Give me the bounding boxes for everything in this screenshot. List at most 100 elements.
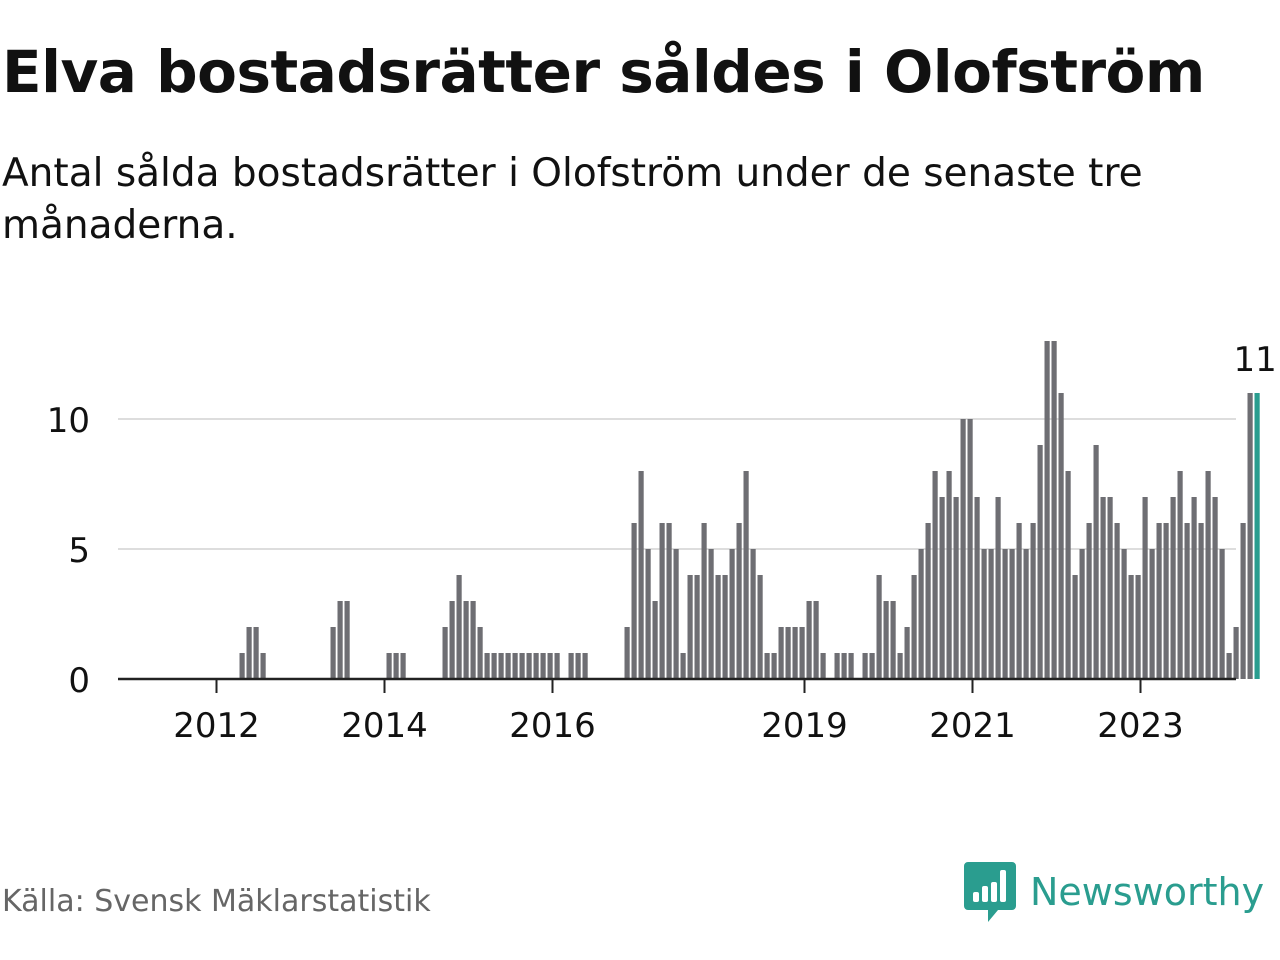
- bar: [1156, 523, 1162, 679]
- bar: [995, 497, 1001, 679]
- bar: [400, 653, 406, 679]
- bar: [533, 653, 539, 679]
- bar: [911, 575, 917, 679]
- bar: [813, 601, 819, 679]
- bar: [1065, 471, 1071, 679]
- bar: [253, 627, 259, 679]
- bar: [638, 471, 644, 679]
- bar: [848, 653, 854, 679]
- bar: [974, 497, 980, 679]
- bar: [1142, 497, 1148, 679]
- chart-subtitle: Antal sålda bostadsrätter i Olofström un…: [2, 151, 1143, 248]
- bar: [1247, 393, 1253, 679]
- bar: [491, 653, 497, 679]
- x-tick-label: 2023: [1097, 706, 1184, 746]
- bar: [687, 575, 693, 679]
- bar: [967, 419, 973, 679]
- bar: [883, 601, 889, 679]
- bar: [918, 549, 924, 679]
- bar: [631, 523, 637, 679]
- highlighted-bar: [1254, 393, 1260, 679]
- bar: [1107, 497, 1113, 679]
- bar: [785, 627, 791, 679]
- chart-title: Elva bostadsrätter såldes i Olofström: [2, 38, 1205, 106]
- bar: [568, 653, 574, 679]
- bar: [799, 627, 805, 679]
- bar: [1023, 549, 1029, 679]
- bar: [645, 549, 651, 679]
- bar: [701, 523, 707, 679]
- x-tick-label: 2016: [509, 706, 596, 746]
- bar: [743, 471, 749, 679]
- bar: [694, 575, 700, 679]
- bar: [792, 627, 798, 679]
- bar: [344, 601, 350, 679]
- bar: [1093, 445, 1099, 679]
- bar: [953, 497, 959, 679]
- bar: [736, 523, 742, 679]
- bar: [1072, 575, 1078, 679]
- bar: [841, 653, 847, 679]
- bar: [764, 653, 770, 679]
- bar: [498, 653, 504, 679]
- bar: [547, 653, 553, 679]
- y-tick-label: 5: [68, 531, 90, 571]
- bar: [526, 653, 532, 679]
- bar: [330, 627, 336, 679]
- bar: [1191, 497, 1197, 679]
- bar: [1051, 341, 1057, 679]
- bar: [540, 653, 546, 679]
- newsworthy-logo-icon: [964, 862, 1016, 922]
- bar: [484, 653, 490, 679]
- bar: [386, 653, 392, 679]
- bar: [1205, 471, 1211, 679]
- x-tick-label: 2019: [761, 706, 848, 746]
- bar: [246, 627, 252, 679]
- bar: [1002, 549, 1008, 679]
- bar: [1198, 523, 1204, 679]
- bar: [708, 549, 714, 679]
- bar: [1219, 549, 1225, 679]
- bar: [680, 653, 686, 679]
- bar: [1086, 523, 1092, 679]
- bar: [1079, 549, 1085, 679]
- bar: [463, 601, 469, 679]
- source-note: Källa: Svensk Mäklarstatistik: [2, 884, 431, 919]
- bar: [470, 601, 476, 679]
- bar: [1058, 393, 1064, 679]
- y-tick-label: 0: [68, 661, 90, 701]
- bar: [715, 575, 721, 679]
- bar: [666, 523, 672, 679]
- bar: [1135, 575, 1141, 679]
- bar: [624, 627, 630, 679]
- brand-name: Newsworthy: [1030, 870, 1265, 914]
- bar: [771, 653, 777, 679]
- bar: [862, 653, 868, 679]
- bar: [750, 549, 756, 679]
- bar: [925, 523, 931, 679]
- bar: [946, 471, 952, 679]
- bar: [449, 601, 455, 679]
- bar: [1037, 445, 1043, 679]
- bar: [939, 497, 945, 679]
- bar: [1121, 549, 1127, 679]
- bar: [554, 653, 560, 679]
- bar: [869, 653, 875, 679]
- bar: [1240, 523, 1246, 679]
- bar-chart: 0 5 10 11 2012 2014 2016 2019 2021 2023: [47, 340, 1277, 746]
- bar: [239, 653, 245, 679]
- bar: [1177, 471, 1183, 679]
- bar: [1114, 523, 1120, 679]
- bar: [1163, 523, 1169, 679]
- bar: [1233, 627, 1239, 679]
- bar: [1016, 523, 1022, 679]
- bar: [981, 549, 987, 679]
- bar: [904, 627, 910, 679]
- bar: [582, 653, 588, 679]
- x-tick-label: 2014: [341, 706, 428, 746]
- bar: [834, 653, 840, 679]
- bar: [260, 653, 266, 679]
- bar: [820, 653, 826, 679]
- bar: [512, 653, 518, 679]
- bar: [1044, 341, 1050, 679]
